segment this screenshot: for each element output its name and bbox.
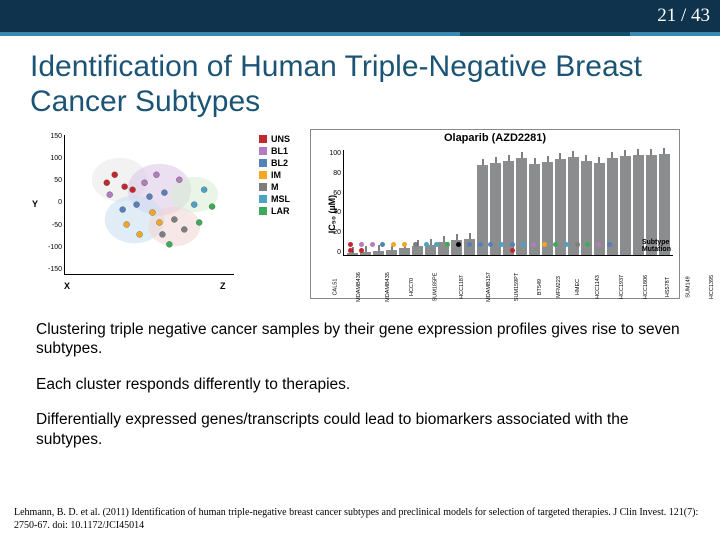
bar-y-ticks: 020406080100 bbox=[325, 150, 341, 256]
citation: Lehmann, B. D. et al. (2011) Identificat… bbox=[14, 507, 706, 532]
bar-x-label: HCC1395 bbox=[709, 275, 720, 299]
header-bar: 21 / 43 bbox=[0, 0, 720, 32]
legend-item: M bbox=[259, 182, 290, 192]
scatter-y-ticks: 150100500-50-100-150 bbox=[46, 133, 62, 273]
legend-item: IM bbox=[259, 170, 290, 180]
legend-item: LAR bbox=[259, 206, 290, 216]
scatter-chart: 150100500-50-100-150 Y X Z UNS BL1 BL2 IM MM… bbox=[30, 129, 290, 299]
slide-number: 21 / 43 bbox=[657, 5, 710, 27]
bar-x-labels: CAL51MDAMB436MDAMB435HCC70SUM185PEHCC118… bbox=[343, 258, 673, 296]
scatter-legend: UNS BL1 BL2 IM M MSL LAR bbox=[259, 134, 290, 218]
paragraph-1: Clustering triple negative cancer sample… bbox=[36, 320, 684, 359]
scatter-svg bbox=[65, 135, 234, 274]
scatter-z-axis-label: Z bbox=[220, 281, 226, 291]
legend-item: BL2 bbox=[259, 158, 290, 168]
subtype-mutation-labels: Subtype Mutation bbox=[642, 239, 671, 254]
scatter-plot-area bbox=[64, 135, 234, 275]
scatter-y-axis-label: Y bbox=[32, 199, 38, 209]
legend-item: UNS bbox=[259, 134, 290, 144]
body-text: Clustering triple negative cancer sample… bbox=[36, 320, 684, 449]
header-accent-segment bbox=[460, 32, 630, 36]
mutation-label: Mutation bbox=[642, 246, 671, 254]
subtype-mutation-dots bbox=[343, 240, 617, 254]
scatter-x-axis-label: X bbox=[64, 281, 70, 291]
paragraph-3: Differentially expressed genes/transcrip… bbox=[36, 410, 684, 449]
bar-chart: Olaparib (AZD2281) IC₅₀ (µM) 02040608010… bbox=[310, 129, 680, 299]
paragraph-2: Each cluster responds differently to the… bbox=[36, 375, 684, 394]
figures-row: 150100500-50-100-150 Y X Z UNSBL1BL2IMMM… bbox=[30, 129, 690, 304]
legend-item: MSL bbox=[259, 194, 290, 204]
bar-chart-title: Olaparib (AZD2281) bbox=[311, 132, 679, 144]
bar bbox=[620, 156, 631, 255]
legend-item: BL1 bbox=[259, 146, 290, 156]
page-title: Identification of Human Triple-Negative … bbox=[30, 50, 690, 119]
subtype-label: Subtype bbox=[642, 239, 671, 247]
